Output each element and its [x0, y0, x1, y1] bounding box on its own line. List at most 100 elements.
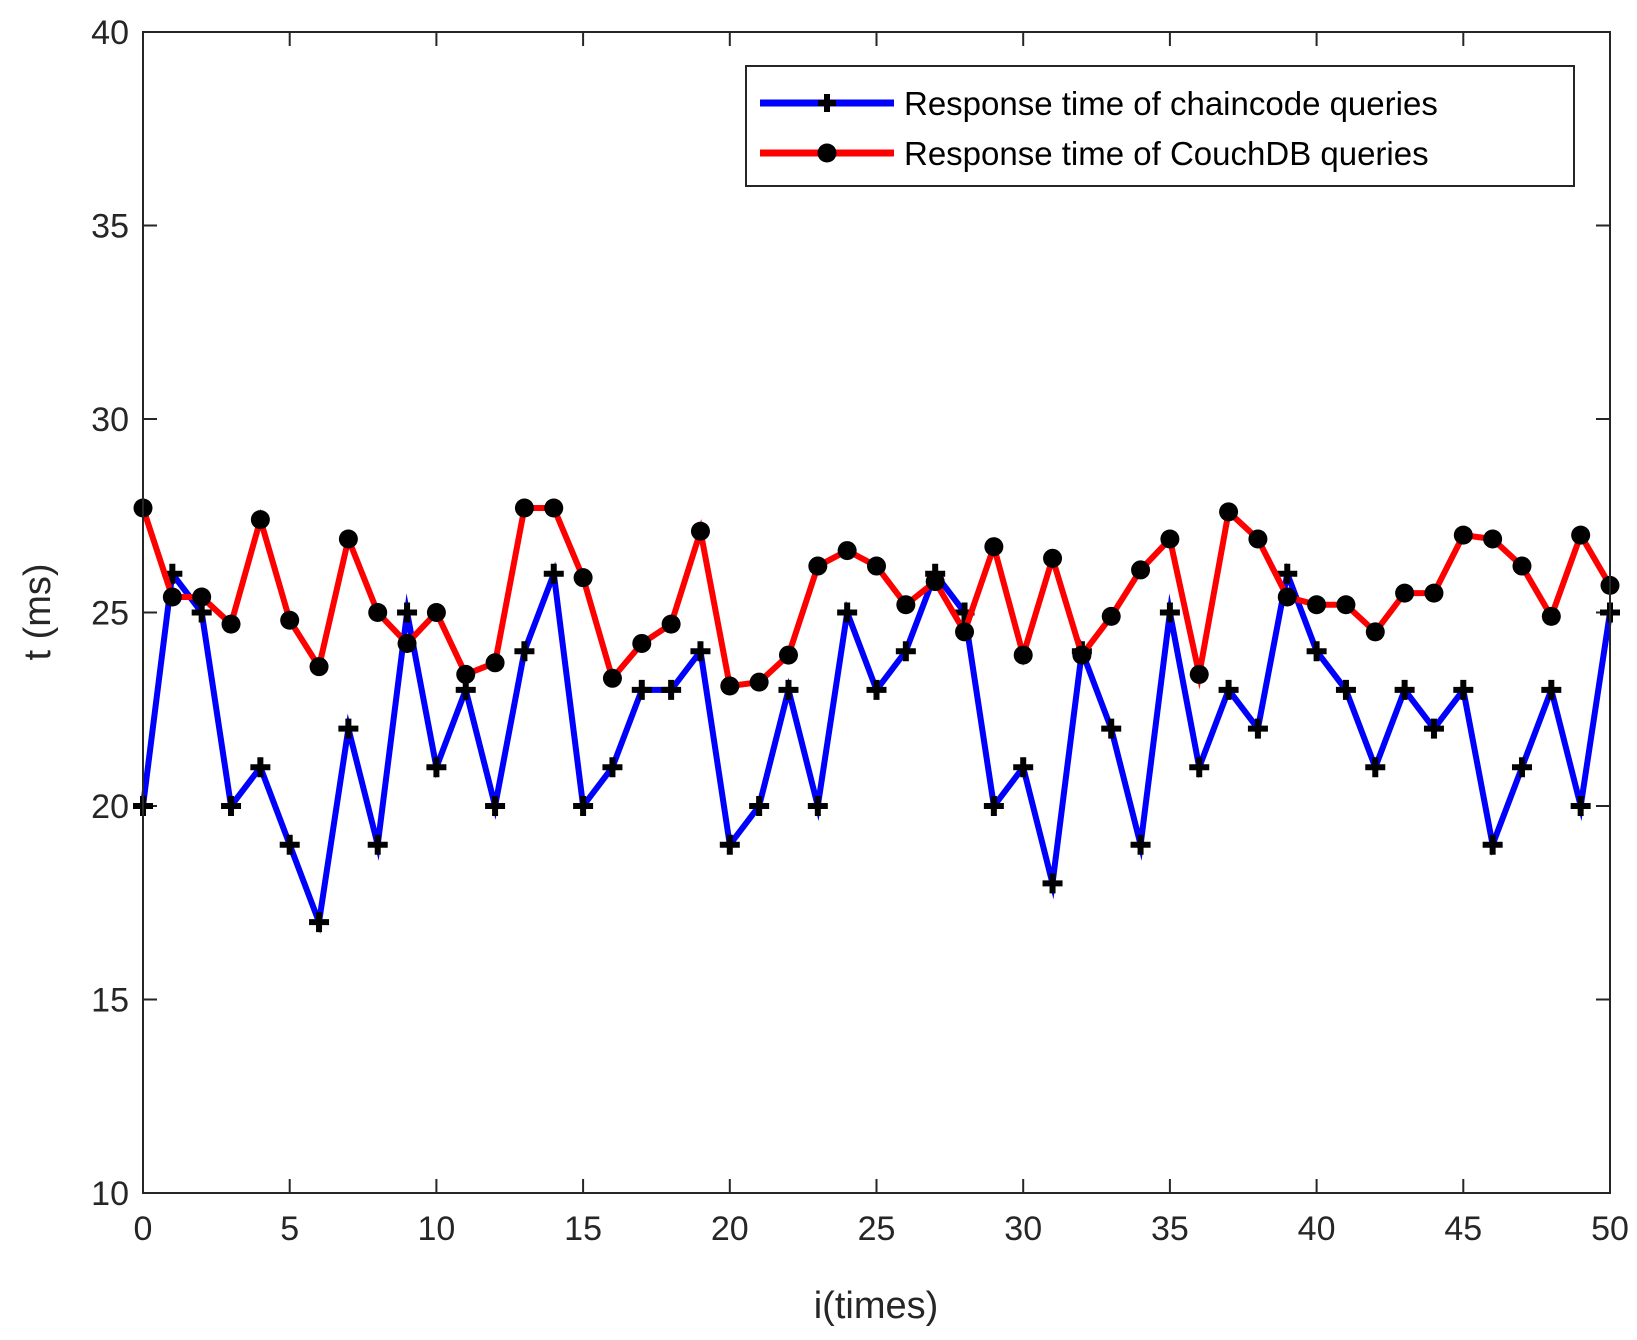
y-tick-label: 40 [91, 14, 129, 52]
series-layer [133, 498, 1620, 934]
data-point [807, 796, 828, 816]
data-point [1248, 529, 1268, 549]
data-point [1043, 548, 1063, 568]
x-tick-label: 45 [1444, 1210, 1482, 1248]
data-point [485, 653, 505, 673]
x-tick-label: 40 [1298, 1210, 1336, 1248]
x-axis-label: i(times) [814, 1285, 939, 1327]
data-point [1482, 834, 1503, 855]
y-tick-label: 35 [91, 208, 129, 246]
x-tick-label: 15 [564, 1210, 602, 1248]
data-point [1277, 563, 1298, 584]
data-point [983, 796, 1004, 816]
data-point [1101, 606, 1121, 626]
circle-marker-icon [817, 143, 837, 163]
data-point [1160, 529, 1180, 549]
data-point [1159, 602, 1180, 623]
plus-marker-icon [818, 94, 836, 112]
data-point [1189, 757, 1210, 778]
y-tick-label: 10 [91, 1175, 129, 1213]
legend-entry-couchdb: Response time of CouchDB queries [760, 135, 1429, 172]
data-point [368, 603, 388, 622]
data-point [984, 537, 1004, 557]
data-point [279, 834, 300, 855]
data-point [720, 676, 740, 696]
data-point [1013, 645, 1033, 665]
x-tick-label: 10 [417, 1210, 455, 1248]
data-point [661, 679, 682, 700]
x-axis-ticks: 0 5 10 15 20 25 30 35 40 45 50 [134, 32, 1629, 1248]
data-point [1541, 606, 1561, 626]
y-axis-ticks: 10 15 20 25 30 35 40 [91, 14, 1610, 1213]
data-point [192, 587, 212, 607]
data-point [602, 668, 622, 688]
data-point [397, 602, 418, 623]
data-point [573, 796, 594, 816]
x-tick-label: 35 [1151, 1210, 1189, 1248]
data-point [1130, 834, 1151, 855]
legend: Response time of chaincode queries Respo… [745, 65, 1575, 187]
data-point [338, 718, 359, 739]
legend-label-chaincode: Response time of chaincode queries [904, 85, 1438, 122]
data-point [309, 657, 329, 677]
y-tick-label: 20 [91, 788, 129, 826]
data-point [632, 633, 652, 653]
data-point [1218, 679, 1239, 700]
data-point [514, 641, 535, 662]
data-point [1072, 645, 1092, 665]
data-point [837, 602, 858, 623]
y-tick-label: 30 [91, 401, 129, 439]
data-point [719, 834, 740, 855]
data-point [778, 645, 798, 665]
data-point [955, 622, 975, 642]
data-point [397, 633, 417, 653]
x-tick-label: 50 [1591, 1210, 1629, 1248]
data-point [925, 572, 945, 592]
data-point [866, 679, 887, 700]
data-point [485, 796, 506, 816]
legend-label-couchdb: Response time of CouchDB queries [904, 135, 1429, 172]
data-point [162, 587, 182, 607]
data-point [1395, 583, 1415, 603]
data-point [1512, 556, 1532, 576]
x-tick-label: 20 [711, 1210, 749, 1248]
data-point [1307, 595, 1327, 615]
data-point [837, 541, 857, 561]
plot-frame [142, 31, 1611, 1194]
data-point [1453, 679, 1474, 700]
series-chaincode [133, 561, 1620, 934]
data-point [367, 834, 388, 855]
data-point [338, 529, 358, 549]
y-tick-label: 15 [91, 982, 129, 1020]
data-point [1365, 757, 1386, 778]
y-axis-label: t (ms) [17, 563, 59, 660]
data-point [1306, 641, 1327, 662]
data-point [896, 595, 916, 615]
y-tick-label: 25 [91, 595, 129, 633]
data-point [309, 912, 330, 933]
data-point [808, 556, 828, 576]
data-point [1571, 525, 1591, 545]
data-point [631, 679, 652, 700]
data-point [749, 796, 770, 816]
legend-box [745, 65, 1575, 187]
data-point [573, 568, 593, 588]
data-point [1042, 873, 1063, 894]
x-tick-label: 25 [858, 1210, 896, 1248]
data-point [1247, 718, 1268, 739]
data-point [426, 757, 447, 778]
data-point [1423, 718, 1444, 739]
data-point [280, 610, 300, 630]
data-point [250, 510, 270, 530]
data-point [1511, 757, 1532, 778]
data-point [1424, 583, 1444, 603]
data-point [1541, 679, 1562, 700]
data-point [1453, 525, 1473, 545]
data-point [544, 498, 564, 518]
data-point [602, 757, 623, 778]
data-point [221, 796, 242, 816]
data-point [1101, 718, 1122, 739]
data-point [690, 521, 710, 541]
data-point [543, 563, 564, 584]
